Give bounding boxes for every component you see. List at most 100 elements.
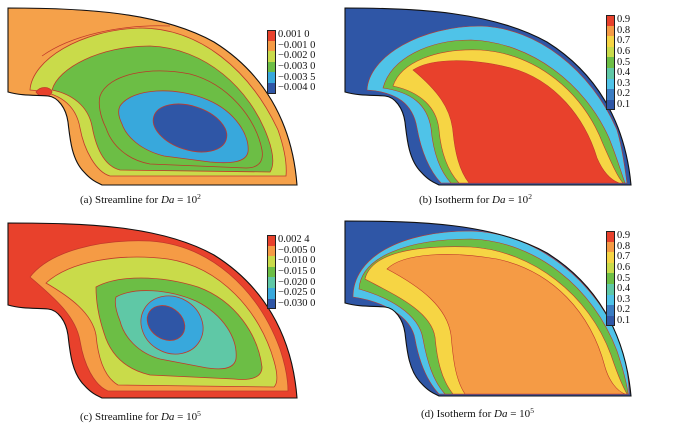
legend-label: 0.9 [617, 14, 631, 26]
legend-entry: 0.002 4 [267, 235, 315, 246]
legend-swatch [606, 294, 615, 306]
legend-label: 0.3 [617, 77, 631, 89]
legend-label: 0.002 4 [278, 234, 310, 246]
legend-label: 0.2 [617, 88, 631, 100]
legend-label: 0.7 [617, 35, 631, 47]
legend-entry: 0.6 [606, 46, 631, 58]
legend-swatch [606, 241, 615, 253]
legend-swatch [606, 315, 615, 327]
legend-label: 0.4 [617, 67, 631, 79]
legend-swatch [267, 277, 276, 288]
legend-label: −0.004 0 [278, 82, 316, 94]
legend-entry: 0.3 [606, 77, 631, 90]
legend-entry: 0.1 [606, 315, 631, 327]
domain-outline [344, 220, 632, 397]
legend-entry: −0.003 0 [267, 61, 316, 73]
legend-label: 0.1 [617, 315, 631, 327]
panel-a-legend: 0.001 0 −0.001 0 −0.002 0 −0.003 0 −0.003 5−… [267, 30, 315, 94]
legend-label: 0.6 [617, 46, 631, 58]
panel-c-streamline-da-1e5: 0.002 4 −0.005 0 −0.010 0 −0.015 0 −0.020 0 −… [0, 217, 341, 434]
legend-swatch [267, 266, 276, 278]
legend-label: −0.010 0 [278, 255, 316, 267]
contour-line [41, 25, 171, 57]
legend-swatch [606, 15, 615, 26]
legend-swatch [606, 231, 615, 242]
legend-entry: −0.003 5 [267, 72, 315, 83]
panel-b-legend: 0.9 0.8 0.7 0.6 0.5 0.4 0.3 0.2 0.1 [606, 14, 631, 111]
legend-entry: 0.2 [606, 305, 630, 316]
legend-entry: −0.002 0 [267, 51, 315, 62]
legend-label: 0.8 [617, 24, 631, 36]
legend-label: −0.003 5 [278, 71, 316, 83]
legend-entry: −0.005 0 [267, 244, 316, 257]
legend-entry: 0.4 [606, 68, 630, 79]
legend-label: −0.005 0 [278, 244, 316, 256]
legend-label: 0.8 [617, 240, 631, 252]
legend-entry: −0.030 0 [267, 297, 316, 310]
legend-swatch [606, 67, 615, 79]
legend-label: 0.5 [617, 56, 631, 68]
domain-outline [7, 222, 298, 399]
legend-swatch [606, 57, 615, 68]
legend-swatch [606, 46, 615, 58]
legend-swatch [267, 287, 276, 299]
legend-swatch [267, 298, 276, 310]
legend-swatch [606, 305, 615, 316]
legend-swatch [267, 72, 276, 83]
panel-a-caption: (a) Streamline for Da = 102 [80, 192, 201, 206]
legend-entry: −0.010 0 [267, 256, 315, 267]
legend-entry: 0.8 [606, 24, 631, 37]
panel-c-contour-plot [7, 222, 298, 399]
legend-label: −0.030 0 [278, 297, 316, 309]
legend-entry: 0.6 [606, 262, 630, 274]
legend-swatch [267, 40, 276, 52]
legend-entry: −0.001 0 [267, 40, 315, 52]
legend-entry: −0.004 0 [267, 83, 315, 94]
legend-swatch [606, 89, 615, 100]
legend-entry: 0.2 [606, 89, 630, 100]
legend-label: 0.7 [617, 251, 631, 263]
legend-label: −0.003 0 [278, 61, 316, 73]
legend-swatch [606, 36, 615, 47]
legend-swatch [267, 235, 276, 246]
panel-c-caption: (c) Streamline for Da = 105 [80, 409, 201, 423]
domain-outline [7, 7, 298, 186]
panel-b-caption: (b) Isotherm for Da = 102 [419, 192, 532, 206]
legend-entry: 0.1 [606, 99, 631, 111]
legend-swatch [606, 252, 615, 263]
region-level-6 [152, 103, 228, 153]
panel-a-streamline-da-1e2: 0.001 0 −0.001 0 −0.002 0 −0.003 0 −0.003 5−… [0, 0, 341, 217]
region-level-0.8 [386, 254, 626, 395]
legend-entry: 0.4 [606, 284, 630, 295]
legend-label: 0.1 [617, 99, 631, 111]
legend-swatch [267, 61, 276, 73]
legend-swatch [606, 78, 615, 90]
domain-outline [344, 7, 632, 186]
legend-label: 0.4 [617, 283, 631, 295]
legend-label: −0.015 0 [278, 266, 316, 278]
legend-swatch [267, 82, 276, 94]
legend-label: 0.001 0 [278, 29, 310, 41]
legend-swatch [606, 273, 615, 284]
legend-swatch [606, 283, 615, 295]
legend-label: −0.020 0 [278, 276, 316, 288]
legend-label: 0.9 [617, 230, 631, 242]
panel-b-isotherm-da-1e2: 0.9 0.8 0.7 0.6 0.5 0.4 0.3 0.2 0.1 (b) Isotherm… [341, 0, 682, 217]
panel-a-contour-plot [7, 7, 298, 186]
legend-entry: 0.001 0 [267, 30, 315, 41]
legend-entry: 0.8 [606, 240, 631, 253]
legend-entry: 0.7 [606, 36, 630, 47]
legend-entry: −0.020 0 [267, 277, 315, 288]
panel-c-legend: 0.002 4 −0.005 0 −0.010 0 −0.015 0 −0.020 0 −… [267, 235, 316, 310]
legend-swatch [267, 256, 276, 267]
legend-label: 0.5 [617, 272, 631, 284]
region-level-7 [146, 305, 186, 341]
legend-entry: 0.5 [606, 273, 630, 284]
region-level-0.9 [412, 60, 620, 184]
legend-entry: 0.3 [606, 294, 630, 306]
panel-d-contour-plot [344, 220, 632, 397]
legend-swatch [606, 25, 615, 37]
legend-label: −0.002 0 [278, 50, 316, 62]
legend-swatch [267, 245, 276, 257]
legend-entry: 0.9 [606, 231, 630, 242]
